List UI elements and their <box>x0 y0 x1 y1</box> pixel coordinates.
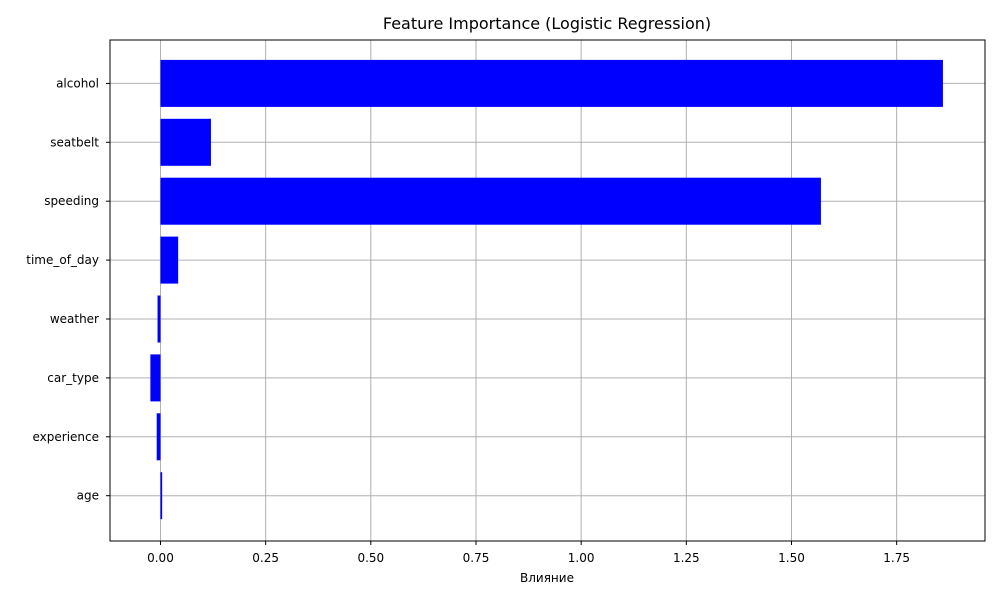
grid-layer <box>110 40 985 541</box>
bar-time-of-day <box>160 236 179 284</box>
y-tick-label: seatbelt <box>50 135 99 149</box>
y-ticks-layer: alcohol seatbelt speeding time_of_dayweathe… <box>26 76 110 503</box>
x-tick-label: 0.25 <box>252 551 279 565</box>
x-tick-label: 0.75 <box>463 551 490 565</box>
bar-age <box>160 472 163 520</box>
y-tick-label: weather <box>50 312 99 326</box>
y-tick-label: experience <box>32 430 99 444</box>
y-tick-label: time_of_day <box>26 253 99 267</box>
x-tick-label: 1.50 <box>778 551 805 565</box>
bar-speeding <box>160 177 821 225</box>
x-tick-label: 0.50 <box>357 551 384 565</box>
y-tick-label: car_type <box>47 371 99 385</box>
bar-experience <box>156 413 161 461</box>
y-tick-label: alcohol <box>56 76 99 90</box>
x-axis-label: Влияние <box>520 571 574 585</box>
x-tick-label: 1.25 <box>673 551 700 565</box>
bars-layer <box>150 59 943 520</box>
x-tick-label: 1.00 <box>568 551 595 565</box>
x-ticks-layer: 0.00 0.25 0.50 0.75 1.00 1.25 1.50 1.75 <box>147 541 910 565</box>
bar-weather <box>157 295 161 343</box>
x-tick-label: 0.00 <box>147 551 174 565</box>
y-tick-label: speeding <box>44 194 99 208</box>
bar-car-type <box>150 354 161 402</box>
bar-alcohol <box>160 59 943 107</box>
plot-frame <box>109 39 986 542</box>
x-tick-label: 1.75 <box>883 551 910 565</box>
y-tick-label: age <box>77 489 99 503</box>
chart-title: Feature Importance (Logistic Regression) <box>383 14 711 33</box>
bar-seatbelt <box>160 118 211 166</box>
